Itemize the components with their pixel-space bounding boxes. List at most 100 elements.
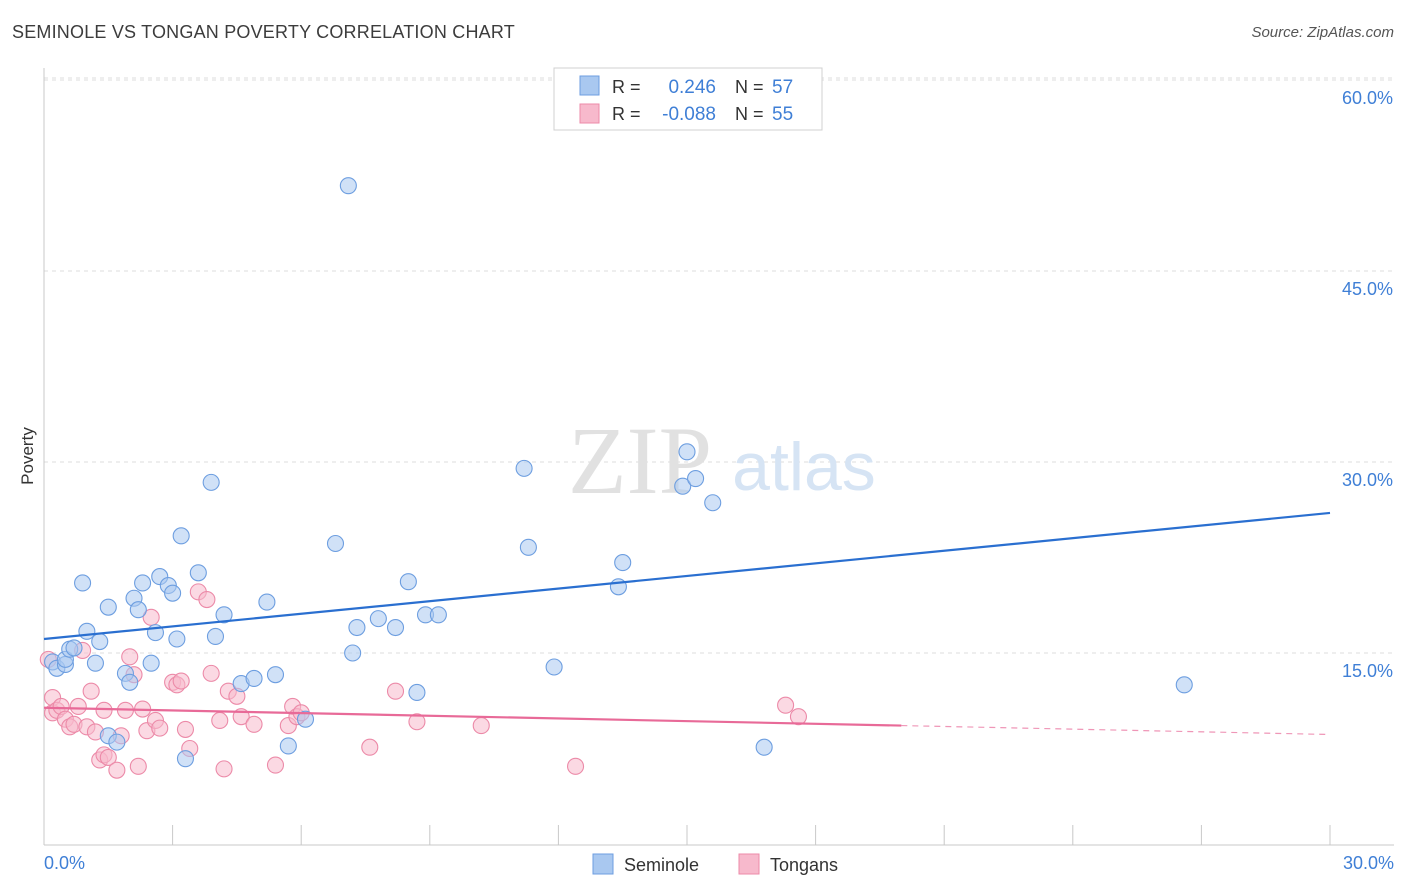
y-tick-label-30: 30.0% <box>1342 470 1393 490</box>
seminole-trend-line <box>43 511 1331 641</box>
seminole-point-54 <box>704 494 722 512</box>
watermark-zip: ZIP <box>568 407 712 514</box>
tongans-point-31 <box>176 720 195 738</box>
seminole-point-50 <box>614 554 632 572</box>
tongans-point-48 <box>386 682 405 700</box>
seminole-point-8 <box>86 654 104 672</box>
tongans-point-16 <box>99 748 117 766</box>
seminole-point-28 <box>206 627 225 645</box>
seminole-point-43 <box>408 683 426 702</box>
y-tick-label-15: 15.0% <box>1342 661 1393 681</box>
y-axis-label: Poverty <box>18 427 37 485</box>
seminole-point-27 <box>202 473 220 491</box>
seminole-point-32 <box>258 593 276 611</box>
legend-tongans-label: Tongans <box>770 855 838 875</box>
x-tick-label-min: 0.0% <box>44 853 85 873</box>
seminole-points <box>44 177 1193 768</box>
seminole-point-51 <box>674 477 692 495</box>
tongans-r-value: -0.088 <box>662 104 716 125</box>
seminole-point-55 <box>755 738 773 756</box>
tongans-point-17 <box>108 761 126 779</box>
seminole-point-41 <box>386 618 405 637</box>
grid-lines <box>44 77 1394 654</box>
source-attribution: Source: ZipAtlas.com <box>1251 24 1394 41</box>
chart-title: SEMINOLE VS TONGAN POVERTY CORRELATION C… <box>12 22 515 42</box>
seminole-r-value: 0.246 <box>668 77 716 98</box>
tongans-swatch <box>579 103 600 124</box>
seminole-point-47 <box>519 538 537 556</box>
series-legend: Seminole Tongans <box>592 853 838 875</box>
tongans-point-20 <box>121 648 139 666</box>
legend-seminole-swatch <box>592 853 614 875</box>
tongans-point-36 <box>211 711 229 730</box>
seminole-swatch <box>579 75 600 96</box>
tongans-point-27 <box>151 719 169 737</box>
seminole-point-17 <box>134 574 152 592</box>
tongans-point-51 <box>566 757 585 775</box>
seminole-point-53 <box>687 470 705 488</box>
seminole-point-12 <box>108 733 126 751</box>
seminole-point-56 <box>1175 676 1193 694</box>
legend-seminole-label: Seminole <box>624 855 699 875</box>
seminole-point-36 <box>326 534 345 553</box>
seminole-point-39 <box>344 644 362 662</box>
seminole-point-24 <box>172 527 190 545</box>
seminole-point-5 <box>65 639 83 657</box>
seminole-point-37 <box>339 177 357 195</box>
tongans-trend-line <box>43 706 902 727</box>
seminole-point-48 <box>545 658 563 676</box>
seminole-point-33 <box>266 666 285 684</box>
seminole-n-label: N = <box>735 77 764 97</box>
seminole-point-16 <box>129 601 147 619</box>
tongans-point-50 <box>472 717 490 735</box>
tongans-point-53 <box>789 708 808 726</box>
tongans-n-label: N = <box>735 104 764 124</box>
tongans-point-11 <box>82 682 100 700</box>
seminole-point-25 <box>176 750 195 768</box>
seminole-point-7 <box>78 622 96 640</box>
seminole-point-40 <box>369 610 387 628</box>
seminole-point-10 <box>99 598 117 616</box>
seminole-point-52 <box>678 443 696 461</box>
tongans-point-37 <box>215 760 233 778</box>
x-tick-label-max: 30.0% <box>1343 853 1394 873</box>
seminole-n-value: 57 <box>772 77 793 98</box>
seminole-point-45 <box>429 606 447 624</box>
seminole-point-14 <box>121 673 139 691</box>
seminole-point-9 <box>91 632 109 651</box>
y-tick-label-60: 60.0% <box>1342 88 1393 108</box>
tongans-point-22 <box>129 757 147 775</box>
tongans-point-8 <box>69 697 87 716</box>
seminole-point-29 <box>215 606 233 624</box>
tongans-point-34 <box>198 590 216 609</box>
stats-legend: R = 0.246 N = 57 R = -0.088 N = 55 <box>553 67 823 131</box>
trend-lines <box>43 511 1331 736</box>
tongans-n-value: 55 <box>772 104 793 125</box>
seminole-point-35 <box>296 710 315 728</box>
seminole-r-label: R = <box>612 77 641 97</box>
tongans-point-47 <box>361 738 379 756</box>
seminole-point-26 <box>189 564 207 582</box>
seminole-point-23 <box>168 630 186 648</box>
seminole-point-46 <box>515 459 533 477</box>
seminole-point-34 <box>279 737 297 755</box>
tongans-point-15 <box>95 701 113 719</box>
tongans-point-41 <box>245 715 263 733</box>
watermark-atlas: atlas <box>732 429 876 505</box>
seminole-point-38 <box>348 618 366 637</box>
seminole-point-22 <box>164 584 182 602</box>
tongans-point-42 <box>266 756 285 774</box>
tongans-points <box>39 583 808 779</box>
seminole-point-6 <box>74 574 92 592</box>
seminole-point-31 <box>245 669 263 688</box>
legend-tongans-swatch <box>738 853 760 875</box>
y-tick-label-45: 45.0% <box>1342 279 1393 299</box>
tongans-r-label: R = <box>612 104 641 124</box>
tongans-trend-extension <box>901 724 1331 736</box>
seminole-point-42 <box>399 573 417 591</box>
x-axis-ticks <box>43 825 1331 845</box>
tongans-point-30 <box>172 672 190 690</box>
tongans-point-35 <box>202 664 220 682</box>
seminole-point-18 <box>142 654 160 672</box>
